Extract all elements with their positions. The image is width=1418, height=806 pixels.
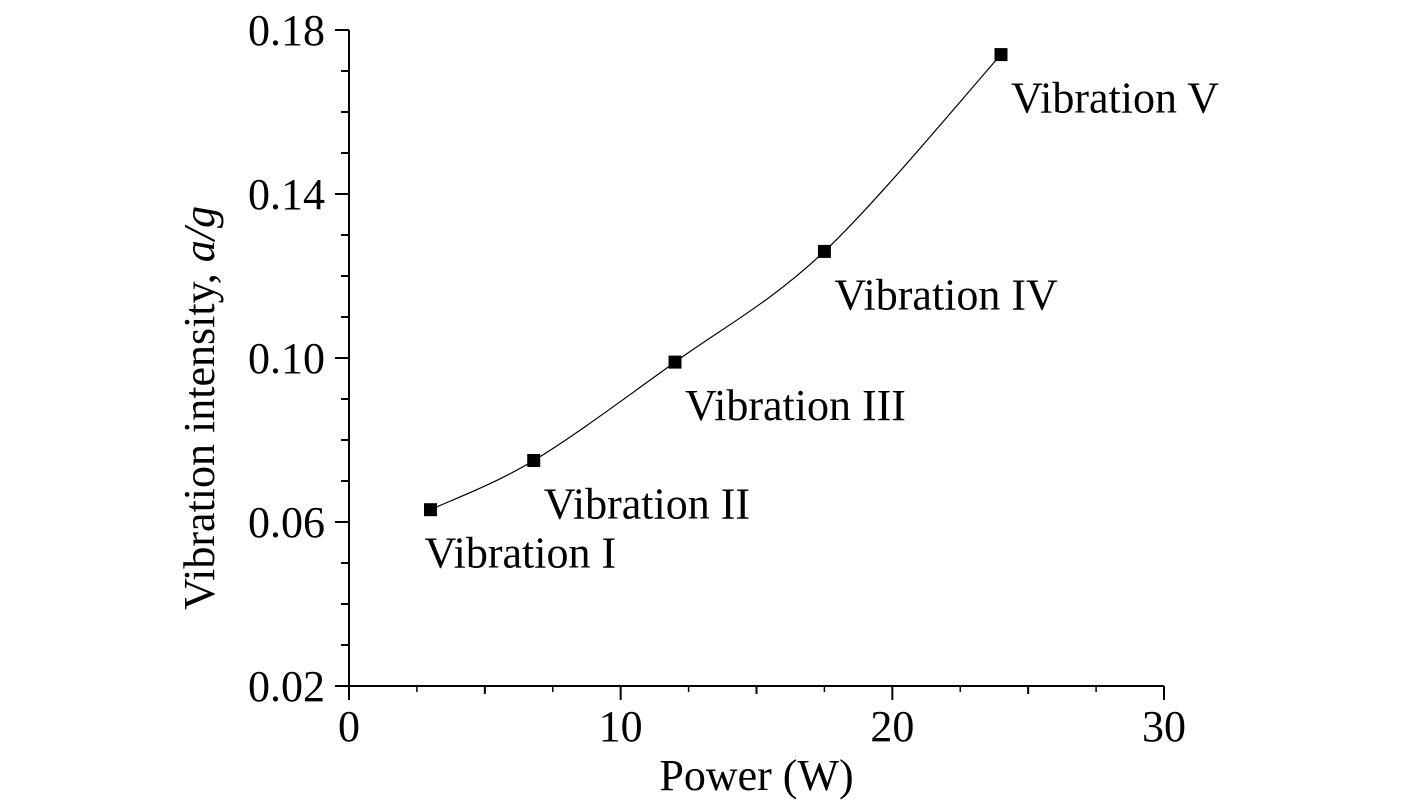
data-markers: [424, 48, 1008, 517]
series-line: [430, 54, 1002, 511]
data-point-marker: [668, 355, 682, 369]
x-tick-label: 20: [870, 702, 914, 751]
ticks: [335, 29, 1165, 700]
y-axis-title-text: Vibration intensity,: [175, 262, 224, 610]
data-point-label: Vibration III: [685, 381, 906, 430]
data-point-marker: [994, 48, 1008, 62]
data-point-label: Vibration V: [1011, 74, 1219, 123]
data-point-marker: [817, 244, 831, 258]
y-axis-title-unit: a/g: [175, 206, 224, 262]
y-tick-label: 0.10: [248, 334, 325, 383]
y-tick-label: 0.02: [248, 662, 325, 711]
y-axis-title: Vibration intensity, a/g: [175, 206, 224, 610]
data-point-marker: [424, 503, 437, 517]
data-point-label: Vibration IV: [834, 270, 1058, 319]
data-point-label: Vibration I: [425, 529, 617, 578]
x-tick-label: 0: [338, 702, 360, 751]
y-tick-label: 0.06: [248, 498, 325, 547]
x-axis-title: Power (W): [659, 751, 853, 800]
data-point-marker: [527, 454, 541, 467]
data-point-label: Vibration II: [544, 480, 750, 529]
axes: [348, 30, 1164, 687]
tick-labels: 0 10 20 30 0.02 0.06 0.10 0.14 0.18: [248, 6, 1186, 751]
y-tick-label: 0.14: [248, 170, 325, 219]
y-tick-label: 0.18: [248, 6, 325, 55]
x-tick-label: 10: [599, 702, 643, 751]
x-tick-label: 30: [1142, 702, 1186, 751]
